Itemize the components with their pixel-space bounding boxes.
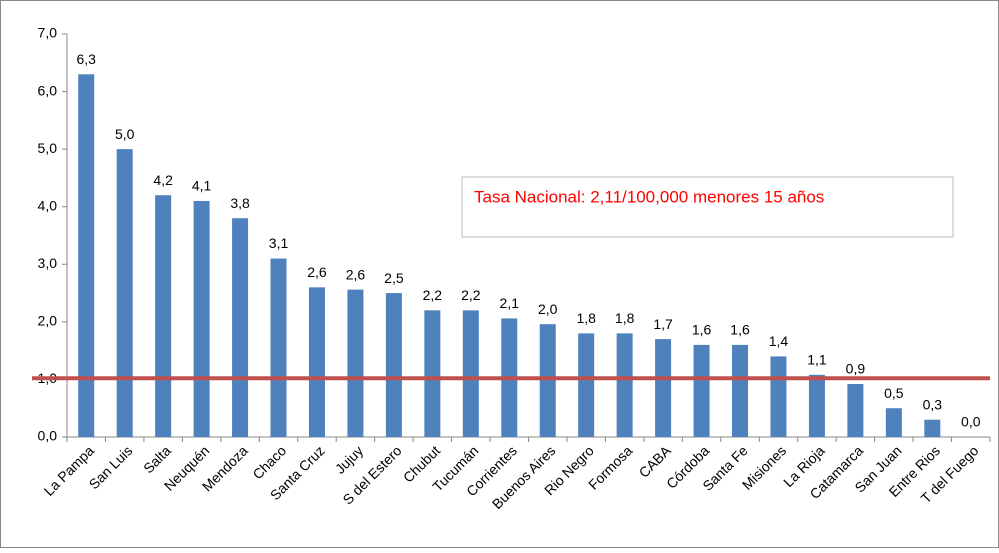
bar [347, 289, 364, 437]
bar [78, 74, 95, 438]
value-label: 4,2 [153, 172, 173, 188]
bar [424, 310, 441, 437]
bar [616, 333, 633, 437]
bar [770, 356, 787, 437]
y-tick-label: 6,0 [38, 82, 58, 98]
value-label: 2,6 [346, 266, 366, 282]
value-label: 1,8 [615, 310, 635, 326]
bar [693, 344, 710, 437]
value-label: 2,1 [500, 295, 520, 311]
annotation-frame [461, 176, 954, 238]
y-tick-label: 3,0 [38, 255, 58, 271]
y-tick-label: 5,0 [38, 140, 58, 156]
value-label: 1,6 [730, 322, 750, 338]
bar [270, 258, 287, 437]
value-label: 1,8 [576, 310, 596, 326]
value-label: 2,2 [423, 287, 443, 303]
value-label: 1,6 [692, 322, 712, 338]
value-label: 2,0 [538, 301, 558, 317]
y-tick-label: 4,0 [38, 197, 58, 213]
value-label: 6,3 [76, 51, 96, 67]
y-tick-label: 7,0 [38, 25, 58, 41]
bar [655, 339, 672, 437]
bar [539, 324, 556, 437]
bar [116, 149, 133, 437]
y-tick-label: 0,0 [38, 428, 58, 444]
bar [193, 200, 210, 437]
y-tick-label: 2,0 [38, 313, 58, 329]
bar [847, 384, 864, 437]
bar [232, 218, 249, 437]
bar [732, 344, 749, 437]
annotation-box: Tasa Nacional: 2,11/100,000 menores 15 a… [461, 176, 954, 238]
value-label: 0,9 [846, 361, 866, 377]
bar [385, 293, 402, 437]
bar [924, 419, 941, 437]
bar [885, 408, 902, 437]
value-label: 2,2 [461, 287, 481, 303]
annotation: Tasa Nacional: 2,11/100,000 menores 15 a… [474, 187, 824, 206]
value-label: 2,6 [307, 264, 327, 280]
bar [155, 195, 172, 437]
value-label: 4,1 [192, 178, 212, 194]
value-label: 5,0 [115, 126, 135, 142]
value-label: 1,4 [769, 333, 789, 349]
bar [462, 310, 479, 437]
value-label: 3,1 [269, 235, 289, 251]
value-label: 2,5 [384, 270, 404, 286]
value-label: 3,8 [230, 195, 250, 211]
value-label: 1,1 [807, 352, 827, 368]
value-label: 0,0 [961, 414, 981, 430]
value-label: 1,7 [653, 316, 673, 332]
value-label: 0,5 [884, 385, 904, 401]
value-label: 0,3 [923, 396, 943, 412]
bar [808, 374, 825, 437]
bar [308, 287, 325, 437]
bar [578, 333, 595, 437]
